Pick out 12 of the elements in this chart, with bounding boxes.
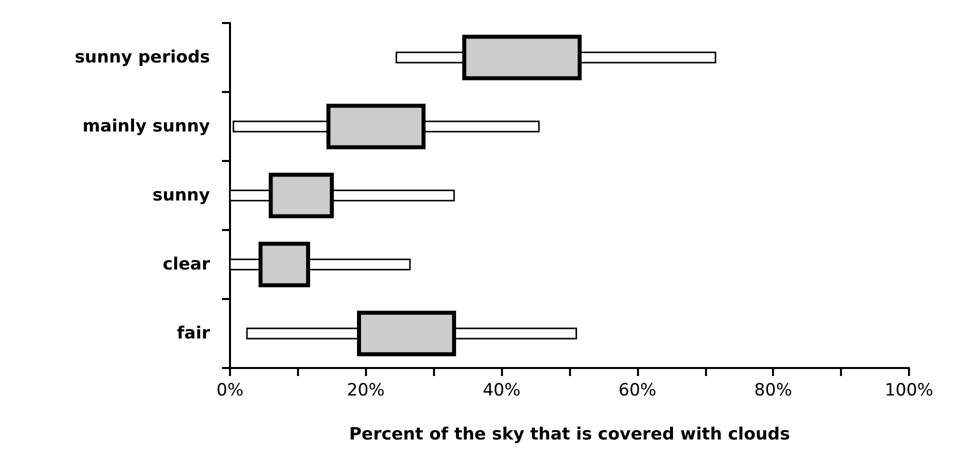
y-tick-label: mainly sunny — [82, 116, 210, 136]
y-tick-label: fair — [176, 324, 211, 344]
x-axis-title: Percent of the sky that is covered with clouds — [349, 424, 790, 444]
x-tick-label: 0% — [216, 380, 244, 400]
x-tick-label: 60% — [618, 380, 656, 400]
x-tick-label: 40% — [482, 380, 520, 400]
y-tick-label: sunny periods — [74, 48, 210, 68]
x-tick-label: 100% — [884, 380, 934, 400]
y-tick-label: sunny — [152, 186, 210, 206]
x-tick-label: 80% — [754, 380, 792, 400]
x-tick-label: 20% — [346, 380, 385, 400]
y-tick-label: clear — [162, 254, 211, 274]
